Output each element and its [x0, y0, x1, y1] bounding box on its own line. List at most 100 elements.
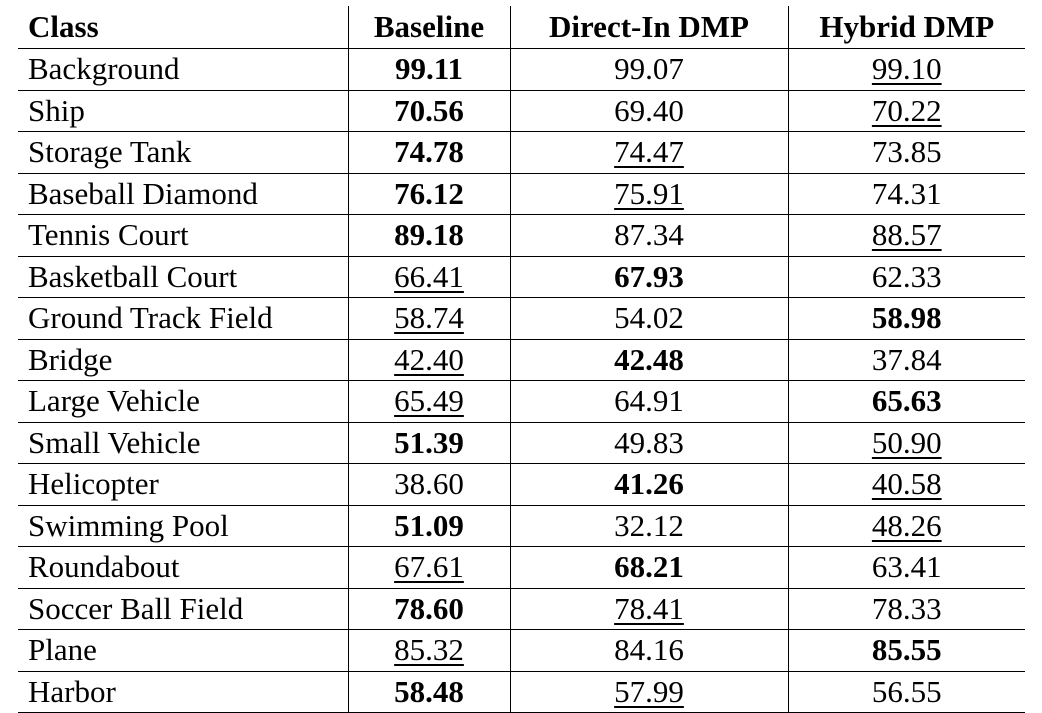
direct-in-dmp-value-cell: 87.34	[509, 214, 788, 257]
table-row: Helicopter 38.60 41.26 40.58	[18, 463, 1025, 506]
hybrid-dmp-value-cell: 99.10	[787, 48, 1025, 91]
hybrid-dmp-value-cell: 74.31	[787, 173, 1025, 215]
hybrid-dmp-value: 74.31	[871, 175, 942, 211]
hybrid-dmp-value-cell: 73.85	[787, 131, 1025, 174]
direct-in-dmp-value-cell: 84.16	[509, 629, 788, 672]
baseline-value-cell: 66.41	[347, 256, 510, 298]
direct-in-dmp-value: 32.12	[614, 507, 684, 543]
baseline-value: 76.12	[394, 175, 464, 211]
hybrid-dmp-value: 48.26	[871, 507, 942, 543]
class-name-cell: Bridge	[18, 339, 348, 381]
baseline-value-cell: 67.61	[347, 546, 510, 589]
table-row: Harbor 58.48 57.99 56.55	[18, 671, 1025, 713]
baseline-value-cell: 65.49	[347, 380, 510, 423]
class-name-cell: Harbor	[18, 671, 348, 713]
baseline-value: 78.60	[394, 590, 464, 626]
baseline-value-cell: 74.78	[347, 131, 510, 174]
hybrid-dmp-value-cell: 65.63	[787, 380, 1025, 423]
baseline-value-cell: 58.74	[347, 297, 510, 340]
hybrid-dmp-value: 50.90	[871, 424, 942, 460]
direct-in-dmp-value-cell: 68.21	[509, 546, 788, 589]
class-name-cell: Background	[18, 48, 348, 91]
table-row: Bridge 42.40 42.48 37.84	[18, 339, 1025, 381]
hybrid-dmp-value-cell: 88.57	[787, 214, 1025, 257]
baseline-value: 58.74	[394, 300, 464, 336]
direct-in-dmp-value: 64.91	[614, 383, 684, 419]
direct-in-dmp-value: 67.93	[614, 258, 684, 294]
baseline-value: 67.61	[394, 549, 464, 585]
class-name-cell: Roundabout	[18, 546, 348, 589]
table-row: Roundabout 67.61 68.21 63.41	[18, 546, 1025, 589]
baseline-value-cell: 51.39	[347, 422, 510, 464]
baseline-value-cell: 85.32	[347, 629, 510, 672]
baseline-value-cell: 70.56	[347, 90, 510, 132]
hybrid-dmp-value-cell: 78.33	[787, 588, 1025, 630]
baseline-value: 85.32	[394, 632, 464, 668]
hybrid-dmp-value: 99.10	[871, 51, 942, 87]
direct-in-dmp-value: 49.83	[614, 424, 684, 460]
header-class: Class	[18, 6, 348, 49]
hybrid-dmp-value-cell: 48.26	[787, 505, 1025, 547]
baseline-value: 89.18	[394, 217, 464, 253]
hybrid-dmp-value-cell: 70.22	[787, 90, 1025, 132]
baseline-value-cell: 99.11	[347, 48, 510, 91]
header-direct-in-dmp: Direct-In DMP	[509, 6, 788, 49]
baseline-value-cell: 78.60	[347, 588, 510, 630]
class-name-cell: Helicopter	[18, 463, 348, 506]
class-name-cell: Plane	[18, 629, 348, 672]
baseline-value: 99.11	[394, 51, 464, 87]
direct-in-dmp-value: 75.91	[614, 175, 684, 211]
direct-in-dmp-value-cell: 78.41	[509, 588, 788, 630]
direct-in-dmp-value: 84.16	[614, 632, 684, 668]
baseline-value: 74.78	[394, 134, 464, 170]
direct-in-dmp-value-cell: 57.99	[509, 671, 788, 713]
baseline-value: 42.40	[394, 341, 464, 377]
direct-in-dmp-value-cell: 32.12	[509, 505, 788, 547]
direct-in-dmp-value: 69.40	[614, 92, 684, 128]
results-table-container: Class Baseline Direct-In DMP Hybrid DMP …	[18, 6, 1025, 713]
table-row: Basketball Court 66.41 67.93 62.33	[18, 256, 1025, 298]
header-baseline: Baseline	[347, 6, 510, 49]
direct-in-dmp-value: 42.48	[614, 341, 684, 377]
table-row: Tennis Court 89.18 87.34 88.57	[18, 214, 1025, 257]
direct-in-dmp-value-cell: 99.07	[509, 48, 788, 91]
table-body: Background 99.11 99.07 99.10 Ship 70.56 69.40 7…	[18, 48, 1025, 713]
direct-in-dmp-value: 99.07	[614, 51, 684, 87]
direct-in-dmp-value: 57.99	[614, 673, 684, 709]
hybrid-dmp-value-cell: 62.33	[787, 256, 1025, 298]
hybrid-dmp-value-cell: 37.84	[787, 339, 1025, 381]
hybrid-dmp-value-cell: 63.41	[787, 546, 1025, 589]
baseline-value: 70.56	[394, 92, 464, 128]
table-row: Small Vehicle 51.39 49.83 50.90	[18, 422, 1025, 464]
hybrid-dmp-value: 56.55	[871, 673, 942, 709]
direct-in-dmp-value: 78.41	[614, 590, 684, 626]
hybrid-dmp-value: 58.98	[871, 300, 942, 336]
header-hybrid-dmp: Hybrid DMP	[787, 6, 1025, 49]
baseline-value-cell: 58.48	[347, 671, 510, 713]
hybrid-dmp-value: 78.33	[871, 590, 942, 626]
baseline-value: 58.48	[394, 673, 464, 709]
per-class-results-table: Class Baseline Direct-In DMP Hybrid DMP …	[18, 6, 1025, 713]
baseline-value: 65.49	[394, 383, 464, 419]
hybrid-dmp-value: 62.33	[871, 258, 942, 294]
table-row: Ground Track Field 58.74 54.02 58.98	[18, 297, 1025, 340]
hybrid-dmp-value-cell: 40.58	[787, 463, 1025, 506]
baseline-value: 66.41	[394, 258, 464, 294]
hybrid-dmp-value-cell: 56.55	[787, 671, 1025, 713]
table-row: Storage Tank 74.78 74.47 73.85	[18, 131, 1025, 174]
class-name-cell: Basketball Court	[18, 256, 348, 298]
baseline-value-cell: 76.12	[347, 173, 510, 215]
direct-in-dmp-value: 87.34	[614, 217, 684, 253]
hybrid-dmp-value-cell: 58.98	[787, 297, 1025, 340]
baseline-value-cell: 89.18	[347, 214, 510, 257]
baseline-value: 38.60	[394, 466, 464, 502]
table-row: Ship 70.56 69.40 70.22	[18, 90, 1025, 132]
class-name-cell: Ground Track Field	[18, 297, 348, 340]
hybrid-dmp-value: 40.58	[871, 466, 942, 502]
class-name-cell: Baseball Diamond	[18, 173, 348, 215]
hybrid-dmp-value: 65.63	[871, 383, 942, 419]
class-name-cell: Ship	[18, 90, 348, 132]
baseline-value-cell: 38.60	[347, 463, 510, 506]
hybrid-dmp-value: 88.57	[871, 217, 942, 253]
table-row: Soccer Ball Field 78.60 78.41 78.33	[18, 588, 1025, 630]
